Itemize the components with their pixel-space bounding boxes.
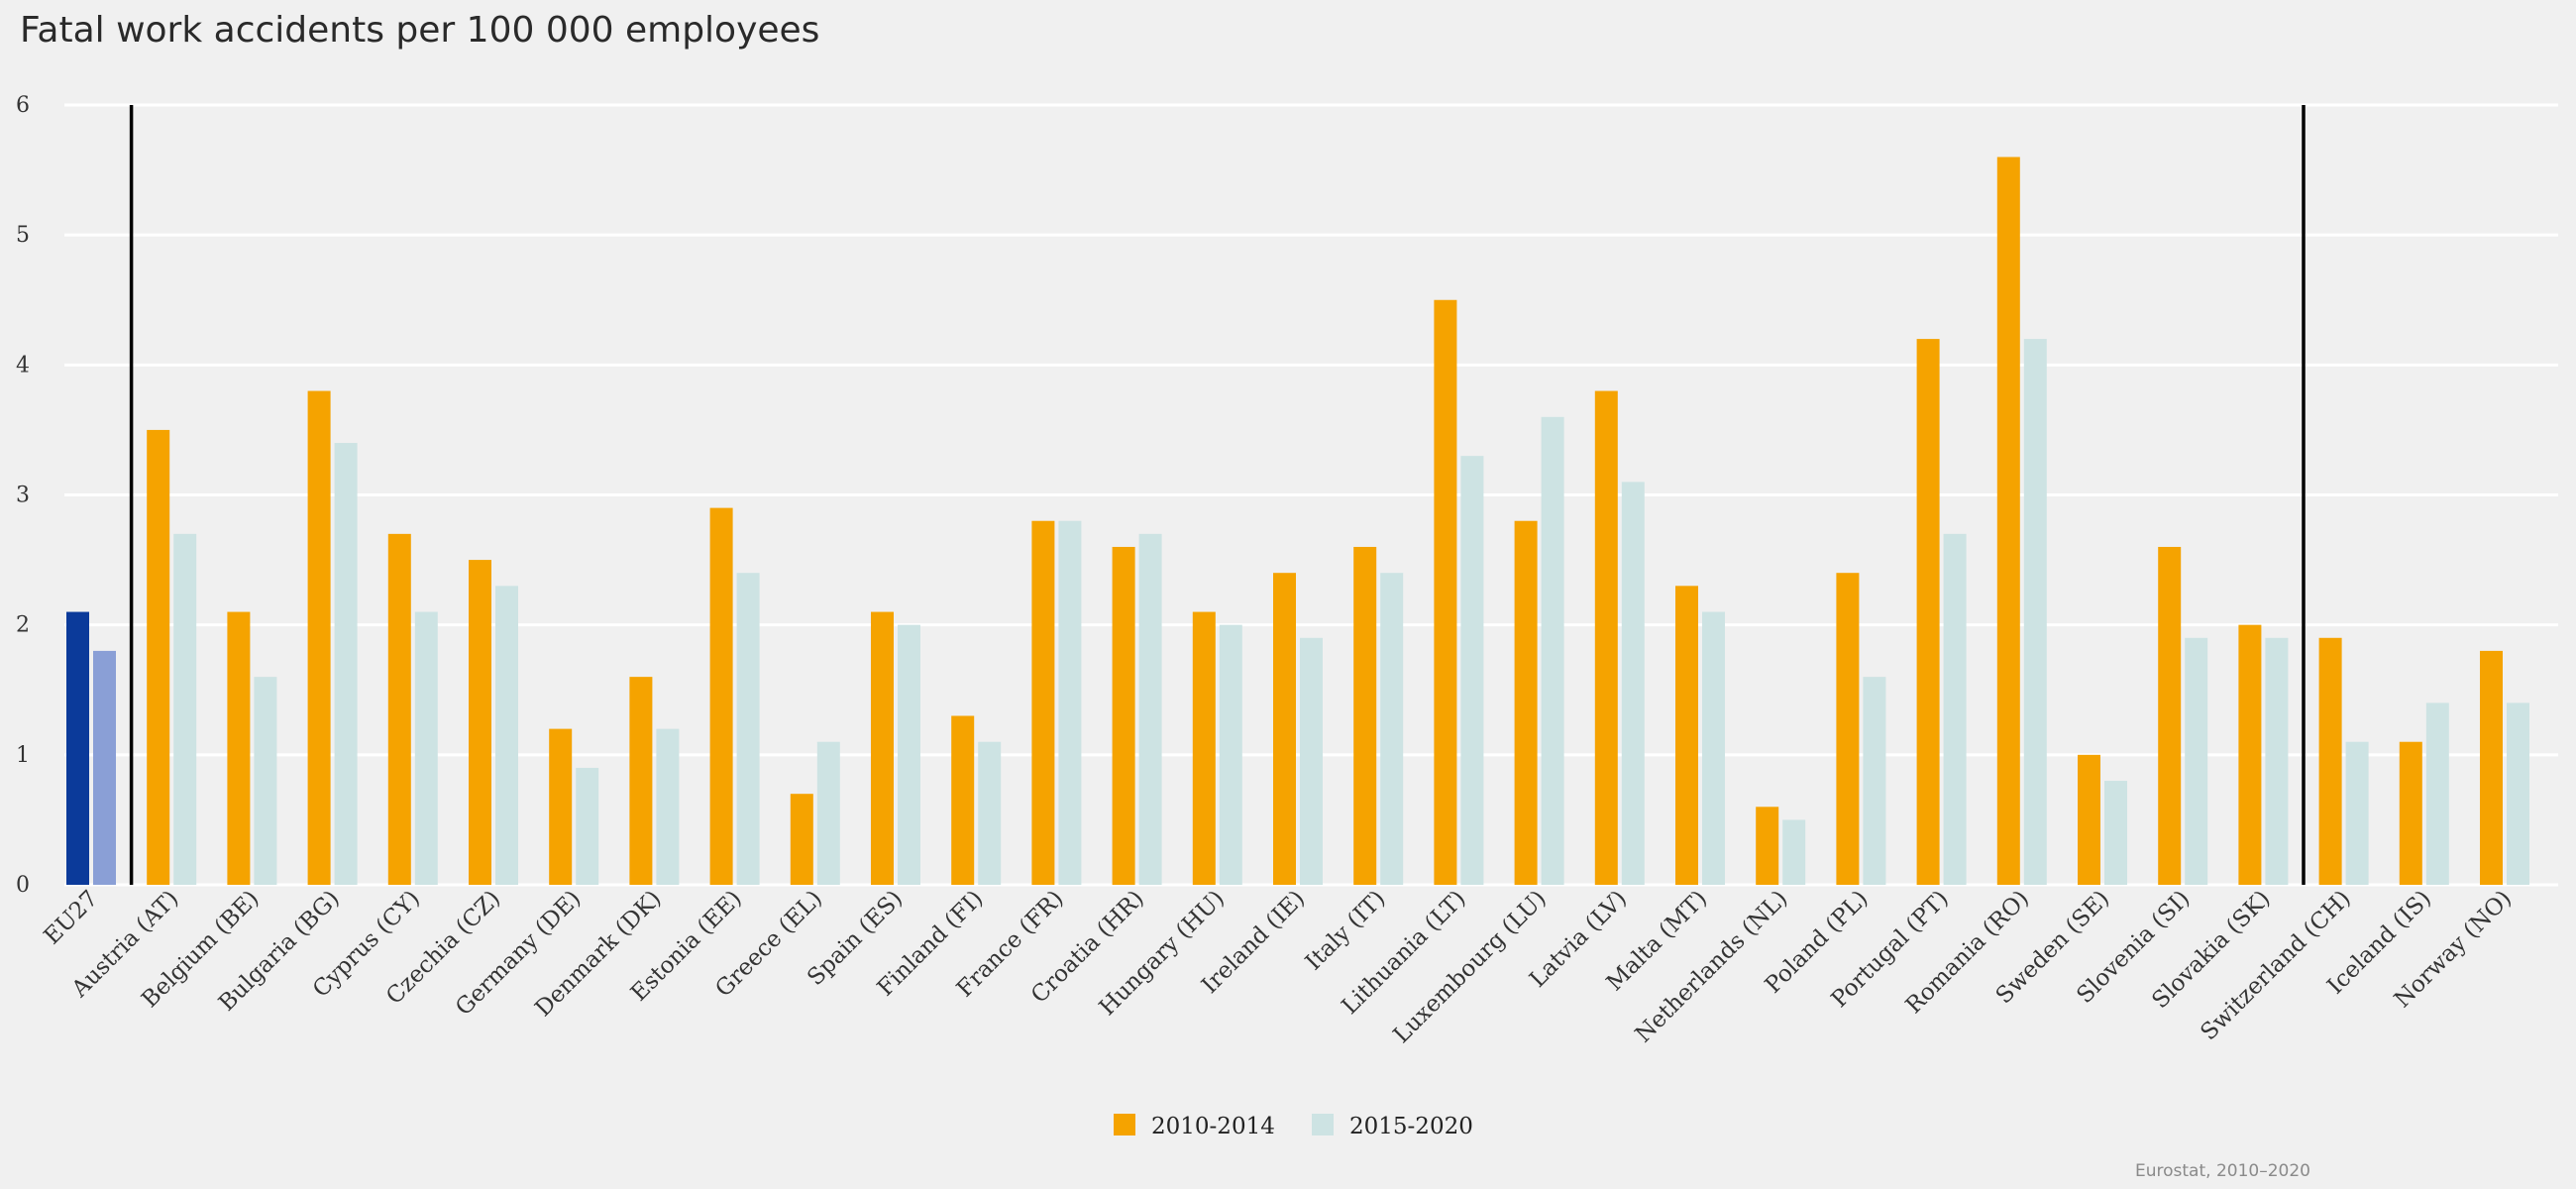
bar-2010-2014 [1031, 520, 1055, 885]
bar-2015-2020 [1621, 482, 1645, 885]
bar-2015-2020 [1943, 533, 1967, 885]
bar-2015-2020 [334, 443, 358, 885]
bar-2015-2020 [2185, 637, 2208, 885]
legend[interactable]: 2010-2014 2015-2020 [1114, 1114, 1473, 1139]
bar-2010-2014 [307, 390, 331, 885]
bar-2015-2020 [2425, 703, 2449, 885]
bar-2010-2014 [1675, 586, 1698, 885]
x-tick-label: Luxembourg (LU) [1389, 886, 1552, 1048]
bar-2010-2014 [2399, 741, 2422, 885]
bar-2015-2020 [173, 533, 197, 885]
x-tick-label: EU27 [40, 886, 104, 950]
bar-2015-2020 [576, 767, 599, 885]
bar-2010-2014 [2158, 546, 2182, 885]
legend-label[interactable]: 2010-2014 [1151, 1114, 1275, 1139]
bar-2010-2014 [227, 611, 251, 885]
bar-2010-2014 [709, 507, 733, 885]
legend-label[interactable]: 2015-2020 [1349, 1114, 1473, 1139]
bar-2010-2014 [1996, 157, 2020, 885]
bar-2015-2020 [978, 741, 1002, 885]
bar-2015-2020 [1138, 533, 1162, 885]
bar-2015-2020 [1380, 573, 1404, 885]
y-tick-label: 1 [16, 743, 30, 768]
legend-swatch [1312, 1114, 1334, 1135]
bar-2015-2020 [2104, 781, 2127, 885]
y-tick-label: 6 [16, 93, 30, 118]
bar-2015-2020 [1058, 520, 1082, 885]
chart-title: Fatal work accidents per 100 000 employe… [20, 10, 820, 51]
bar-2010-2014 [871, 611, 894, 885]
bar-2015-2020 [1863, 677, 1886, 885]
y-tick-label: 2 [16, 613, 30, 638]
bar-2010-2014 [1514, 520, 1538, 885]
bar-2015-2020 [898, 624, 920, 885]
bar-2015-2020 [1702, 611, 1725, 885]
bar-2015-2020 [414, 611, 438, 885]
bar-2015-2020 [2023, 339, 2047, 886]
bar-2010-2014 [629, 677, 653, 885]
bar-2010-2014 [2318, 637, 2342, 885]
bar-2010-2014 [2480, 650, 2503, 885]
bar-2015-2020 [1460, 456, 1484, 885]
bar-2010-2014 [1756, 807, 1779, 885]
bar-2015-2020 [1782, 819, 1806, 885]
source-note: Eurostat, 2010–2020 [2135, 1161, 2310, 1181]
y-tick-label: 3 [16, 484, 30, 508]
bar-2015-2020 [2345, 741, 2369, 885]
bar-2015-2020 [656, 728, 680, 885]
bar-2010-2014 [1273, 573, 1296, 885]
y-axis-ticks: 0 1 2 3 4 5 6 [16, 93, 30, 898]
bar-2010-2014 [549, 728, 573, 885]
bar-2010-2014 [387, 533, 411, 885]
y-tick-label: 4 [16, 353, 30, 378]
legend-swatch [1114, 1114, 1135, 1135]
bar-2010-2014 [790, 794, 813, 885]
bar-2010-2014 [1112, 546, 1135, 885]
x-tick-label: Switzerland (CH) [2196, 886, 2355, 1045]
bar-2010-2014 [1353, 546, 1377, 885]
bar-2010-2014 [1192, 611, 1216, 885]
bar-2010-2014 [1836, 573, 1860, 885]
group-separators [129, 105, 2306, 885]
bar-2010-2014 [147, 429, 170, 885]
bar-2010-2014 [1434, 299, 1457, 885]
bar-2010-2014 [469, 560, 491, 885]
bar-2010-2014 [2078, 754, 2100, 885]
bar-2015-2020 [93, 650, 116, 885]
x-tick-label: Netherlands (NL) [1631, 886, 1793, 1048]
bar-2015-2020 [736, 573, 760, 885]
bar-2010-2014 [1916, 339, 1940, 886]
bars [66, 157, 2529, 886]
bar-2010-2014 [1594, 390, 1618, 885]
bar-2015-2020 [2265, 637, 2289, 885]
bar-2015-2020 [495, 586, 518, 885]
bar-2015-2020 [1219, 624, 1242, 885]
bar-2010-2014 [951, 715, 975, 885]
bar-2015-2020 [1300, 637, 1323, 885]
bar-2015-2020 [254, 677, 277, 885]
bar-2015-2020 [816, 741, 840, 885]
bar-2010-2014 [66, 611, 89, 885]
bar-2015-2020 [1541, 416, 1564, 885]
y-tick-label: 5 [16, 223, 30, 248]
bar-2010-2014 [2238, 624, 2262, 885]
y-tick-label: 0 [16, 873, 30, 898]
bar-2015-2020 [2507, 703, 2529, 885]
